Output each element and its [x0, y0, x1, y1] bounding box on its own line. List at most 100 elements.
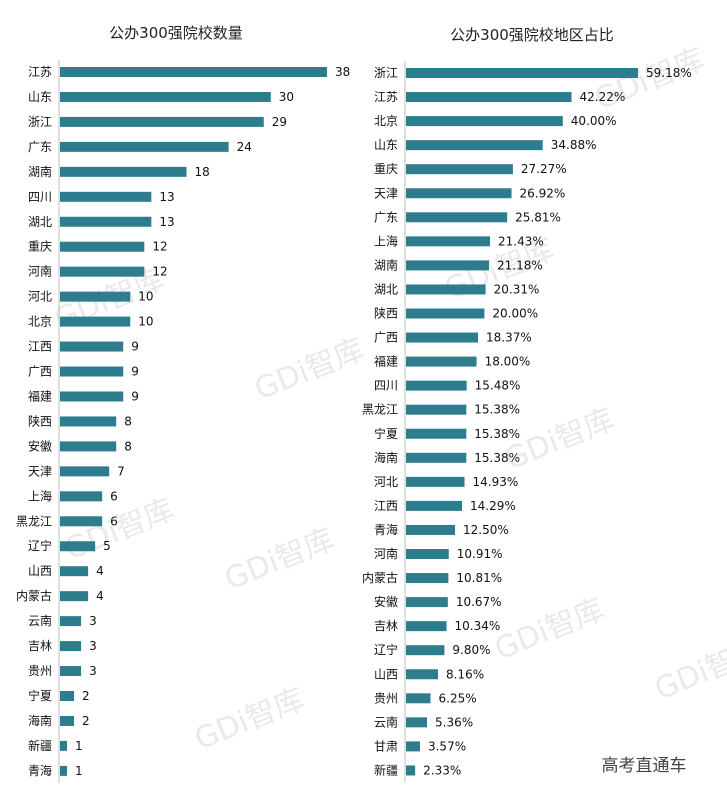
left-value-label: 9: [131, 389, 139, 403]
left-category-label: 北京: [28, 315, 52, 329]
right-category-label: 北京: [374, 114, 398, 128]
right-value-label: 8.16%: [446, 667, 484, 681]
left-category-label: 海南: [28, 713, 52, 728]
left-category-label: 贵州: [28, 664, 52, 678]
left-category-label: 浙江: [28, 115, 52, 129]
left-category-label: 云南: [28, 613, 52, 628]
left-bar: [60, 91, 271, 102]
left-bar: [60, 266, 145, 277]
left-bar: [60, 366, 124, 377]
right-category-label: 上海: [374, 233, 398, 248]
left-category-label: 湖北: [28, 214, 52, 229]
right-bar: [406, 140, 543, 151]
left-value-label: 29: [272, 115, 287, 129]
right-value-label: 21.43%: [498, 234, 544, 248]
left-value-label: 10: [138, 290, 153, 304]
right-category-label: 宁夏: [374, 426, 398, 441]
right-value-label: 20.00%: [492, 307, 538, 321]
left-bar: [60, 566, 89, 577]
right-bar: [406, 68, 638, 78]
left-category-label: 江苏: [28, 65, 52, 79]
left-bar: [60, 616, 82, 627]
right-bar: [406, 284, 486, 295]
left-category-label: 陕西: [28, 413, 52, 428]
left-category-label: 湖南: [28, 164, 52, 179]
right-bar: [406, 380, 467, 391]
left-category-label: 四川: [28, 190, 52, 204]
left-bar: [60, 541, 96, 552]
watermark-text: GDi智库: [190, 682, 309, 757]
right-category-label: 吉林: [374, 619, 398, 633]
right-bar: [406, 693, 431, 704]
left-bar: [60, 241, 145, 252]
right-value-label: 26.92%: [520, 186, 566, 200]
left-value-label: 24: [237, 140, 252, 154]
left-bar: [60, 141, 229, 152]
left-bar: [60, 641, 82, 652]
right-value-label: 9.80%: [452, 643, 490, 657]
right-value-label: 10.67%: [456, 595, 502, 609]
left-value-label: 3: [89, 614, 97, 628]
right-value-label: 3.57%: [428, 739, 466, 753]
left-category-label: 吉林: [28, 639, 52, 653]
left-value-label: 4: [96, 589, 104, 603]
right-bar: [406, 741, 420, 752]
right-category-label: 黑龙江: [362, 403, 398, 417]
left-category-label: 青海: [28, 763, 52, 778]
left-category-label: 新疆: [28, 738, 52, 753]
watermark-text: GDi智库: [220, 522, 339, 597]
left-value-label: 18: [194, 165, 209, 179]
right-category-label: 青海: [374, 522, 398, 537]
left-bar: [60, 116, 264, 127]
left-value-label: 12: [152, 240, 167, 254]
left-value-label: 5: [103, 539, 111, 553]
right-value-label: 15.48%: [475, 379, 521, 393]
left-value-label: 2: [82, 714, 90, 728]
left-bar: [60, 441, 117, 452]
right-category-label: 天津: [374, 186, 398, 200]
left-bar: [60, 291, 131, 302]
footer-brand: 高考直通车: [602, 756, 687, 776]
left-bar: [60, 516, 103, 527]
left-value-label: 8: [124, 414, 132, 428]
right-value-label: 10.81%: [456, 571, 502, 585]
left-value-label: 9: [131, 365, 139, 379]
right-value-label: 40.00%: [571, 114, 617, 128]
left-value-label: 1: [75, 764, 83, 778]
right-bar: [406, 549, 449, 559]
right-bar: [406, 573, 449, 584]
right-bar: [406, 669, 438, 680]
right-category-label: 河北: [374, 475, 398, 489]
left-category-label: 福建: [28, 388, 52, 403]
right-category-label: 重庆: [374, 162, 398, 176]
right-category-label: 浙江: [374, 66, 398, 80]
watermark-text: GDi智库: [490, 592, 609, 667]
left-bar: [60, 765, 68, 776]
left-category-label: 江西: [28, 340, 52, 354]
left-category-label: 黑龙江: [16, 514, 52, 528]
right-value-label: 21.18%: [497, 258, 543, 272]
left-category-label: 山东: [28, 90, 52, 104]
left-bar: [60, 166, 187, 177]
right-value-label: 27.27%: [521, 162, 567, 176]
left-value-label: 6: [110, 489, 118, 503]
right-value-label: 6.25%: [439, 691, 477, 705]
right-value-label: 15.38%: [474, 403, 520, 417]
right-bar: [406, 212, 508, 223]
right-chart-title: 公办300强院校地区占比: [450, 26, 614, 44]
left-category-label: 河北: [28, 290, 52, 304]
left-bar: [60, 416, 117, 427]
right-category-label: 江苏: [374, 90, 398, 104]
watermark-text: GDi智库: [650, 632, 727, 707]
left-bar: [60, 715, 75, 726]
left-value-label: 8: [124, 439, 132, 453]
left-bar: [60, 466, 110, 477]
left-value-label: 4: [96, 564, 104, 578]
left-bar: [60, 691, 75, 701]
right-category-label: 海南: [374, 450, 398, 465]
right-category-label: 山东: [374, 138, 398, 152]
left-category-label: 上海: [28, 488, 52, 503]
left-value-label: 13: [159, 190, 174, 204]
right-category-label: 甘肃: [374, 739, 398, 753]
